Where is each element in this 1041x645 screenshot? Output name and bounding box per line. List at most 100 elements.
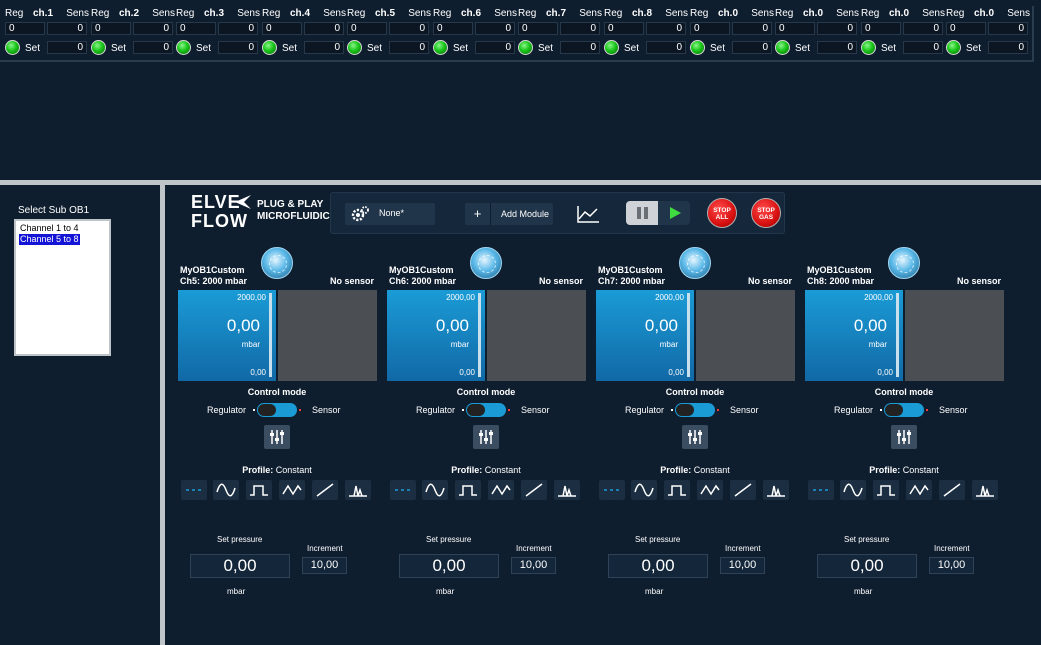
set-value-field[interactable]: 0 bbox=[560, 41, 600, 54]
channel-range: Ch7: 2000 mbar bbox=[598, 276, 666, 286]
reg-label: Reg bbox=[946, 8, 965, 19]
increment-input[interactable]: 10,00 bbox=[302, 557, 347, 574]
profile-triangle-button[interactable] bbox=[906, 480, 932, 500]
channel-block: Reg ch.1 Sens 0 0 Set 0 bbox=[3, 6, 89, 60]
profile-square-button[interactable] bbox=[246, 480, 272, 500]
pause-button[interactable] bbox=[626, 201, 658, 225]
profile-triangle-button[interactable] bbox=[697, 480, 723, 500]
config-button[interactable]: None* bbox=[345, 203, 435, 225]
channel-name: ch.5 bbox=[375, 8, 396, 19]
set-value-field[interactable]: 0 bbox=[732, 41, 772, 54]
profile-square-button[interactable] bbox=[455, 480, 481, 500]
profile-ramp-button[interactable] bbox=[312, 480, 338, 500]
channel-header: Reg ch.8 Sens bbox=[602, 8, 688, 20]
set-value-field[interactable]: 0 bbox=[133, 41, 173, 54]
set-value-field[interactable]: 0 bbox=[304, 41, 344, 54]
set-value-field[interactable]: 0 bbox=[475, 41, 515, 54]
profile-pulse-button[interactable] bbox=[972, 480, 998, 500]
profile-sine-button[interactable] bbox=[213, 480, 239, 500]
profile-ramp-button[interactable] bbox=[939, 480, 965, 500]
set-value-field[interactable]: 0 bbox=[988, 41, 1028, 54]
reg-label: Reg bbox=[262, 8, 281, 19]
play-button[interactable] bbox=[658, 201, 690, 225]
instrument-name: MyOB1Custom bbox=[598, 265, 663, 275]
increment-label: Increment bbox=[307, 544, 343, 553]
channel-panel: MyOB1Custom Ch6: 2000 mbar No sensor 2000,0… bbox=[386, 245, 586, 645]
vertical-splitter[interactable] bbox=[160, 185, 165, 645]
sens-readback: 0 bbox=[988, 22, 1028, 35]
profile-constant-button[interactable] bbox=[181, 480, 207, 500]
set-pressure-input[interactable]: 0,00 bbox=[817, 554, 917, 578]
gauge-min: 0,00 bbox=[877, 368, 893, 377]
set-value-field[interactable]: 0 bbox=[646, 41, 686, 54]
stop-gas-label-1: STOP bbox=[757, 207, 775, 214]
profile-square-button[interactable] bbox=[664, 480, 690, 500]
set-value-field[interactable]: 0 bbox=[218, 41, 258, 54]
control-mode-toggle[interactable] bbox=[671, 403, 719, 417]
add-module-button[interactable]: + Add Module bbox=[465, 203, 553, 225]
sensor-status: No sensor bbox=[956, 276, 1001, 286]
increment-input[interactable]: 10,00 bbox=[929, 557, 974, 574]
tuning-button[interactable] bbox=[891, 425, 917, 449]
profile-ramp-button[interactable] bbox=[521, 480, 547, 500]
stop-all-button[interactable]: STOP ALL bbox=[707, 198, 737, 228]
channel-panel: MyOB1Custom Ch8: 2000 mbar No sensor 2000,0… bbox=[804, 245, 1004, 645]
profile-triangle-button[interactable] bbox=[488, 480, 514, 500]
graph-icon[interactable] bbox=[575, 203, 601, 225]
profile-triangle-button[interactable] bbox=[279, 480, 305, 500]
increment-label: Increment bbox=[725, 544, 761, 553]
tuning-button[interactable] bbox=[264, 425, 290, 449]
profile-constant-button[interactable] bbox=[808, 480, 834, 500]
profile-constant-button[interactable] bbox=[390, 480, 416, 500]
sliders-icon bbox=[897, 430, 911, 444]
main-area: ELVE FLOW PLUG & PLAY MICROFLUIDICS None… bbox=[165, 185, 1041, 645]
channel-knob-icon[interactable] bbox=[679, 247, 711, 279]
sens-label: Sens bbox=[323, 8, 346, 19]
increment-input[interactable]: 10,00 bbox=[720, 557, 765, 574]
profile-pulse-button[interactable] bbox=[554, 480, 580, 500]
set-pressure-label: Set pressure bbox=[426, 535, 472, 544]
channel-knob-icon[interactable] bbox=[888, 247, 920, 279]
sens-readback: 0 bbox=[475, 22, 515, 35]
profile-sine-button[interactable] bbox=[422, 480, 448, 500]
constant-icon bbox=[186, 489, 201, 491]
tuning-button[interactable] bbox=[473, 425, 499, 449]
channel-name: ch.0 bbox=[974, 8, 995, 19]
channel-knob-icon[interactable] bbox=[470, 247, 502, 279]
tuning-button[interactable] bbox=[682, 425, 708, 449]
profile-pulse-button[interactable] bbox=[763, 480, 789, 500]
list-item-channel-5-8[interactable]: Channel 5 to 8 bbox=[19, 234, 80, 245]
set-pressure-input[interactable]: 0,00 bbox=[608, 554, 708, 578]
control-mode-toggle[interactable] bbox=[253, 403, 301, 417]
profile-sine-button[interactable] bbox=[840, 480, 866, 500]
profile-square-button[interactable] bbox=[873, 480, 899, 500]
sub-ob1-listbox[interactable]: Channel 1 to 4 Channel 5 to 8 bbox=[14, 219, 111, 356]
stop-gas-button[interactable]: STOP GAS bbox=[751, 198, 781, 228]
set-value-field[interactable]: 0 bbox=[817, 41, 857, 54]
status-led-icon bbox=[775, 40, 790, 55]
set-value-field[interactable]: 0 bbox=[389, 41, 429, 54]
channel-overview-strip: Reg ch.1 Sens 0 0 Set 0 Reg ch.2 Sens 0 0 Set 0 Reg ch.… bbox=[0, 0, 1041, 180]
control-mode-toggle[interactable] bbox=[462, 403, 510, 417]
channel-knob-icon[interactable] bbox=[261, 247, 293, 279]
triangle-icon bbox=[909, 484, 929, 496]
profile-label: Profile: Constant bbox=[595, 465, 795, 475]
set-value-field[interactable]: 0 bbox=[47, 41, 87, 54]
increment-input[interactable]: 10,00 bbox=[511, 557, 556, 574]
profile-constant-button[interactable] bbox=[599, 480, 625, 500]
pulse-icon bbox=[767, 485, 785, 497]
set-pressure-input[interactable]: 0,00 bbox=[399, 554, 499, 578]
set-pressure-input[interactable]: 0,00 bbox=[190, 554, 290, 578]
sliders-icon bbox=[270, 430, 284, 444]
horizontal-splitter[interactable] bbox=[0, 180, 1041, 185]
logo-text-bottom: FLOW bbox=[191, 211, 248, 231]
reg-readback: 0 bbox=[5, 22, 45, 35]
channel-name: ch.4 bbox=[290, 8, 311, 19]
set-value-field[interactable]: 0 bbox=[903, 41, 943, 54]
profile-ramp-button[interactable] bbox=[730, 480, 756, 500]
profile-pulse-button[interactable] bbox=[345, 480, 371, 500]
profile-sine-button[interactable] bbox=[631, 480, 657, 500]
control-mode-toggle[interactable] bbox=[880, 403, 928, 417]
list-item-channel-1-4[interactable]: Channel 1 to 4 bbox=[20, 223, 79, 233]
